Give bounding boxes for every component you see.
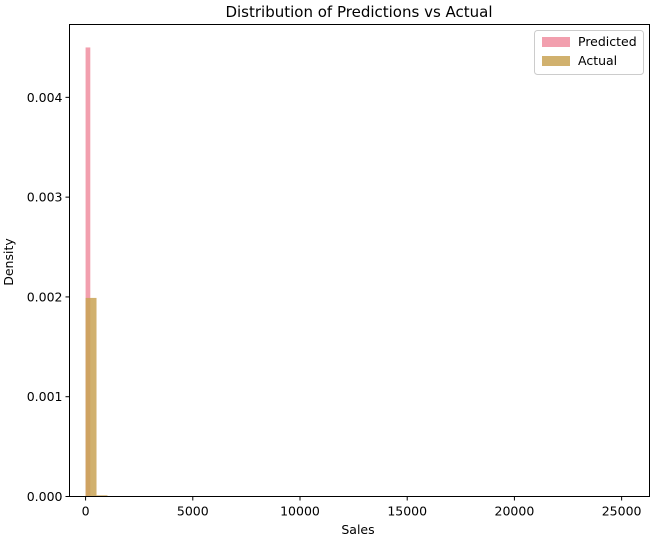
bars-layer bbox=[85, 47, 108, 497]
x-tick-label: 5000 bbox=[177, 504, 209, 519]
x-tick-label: 15000 bbox=[387, 504, 427, 519]
x-tick-label: 10000 bbox=[280, 504, 320, 519]
y-axis-title: Density bbox=[1, 238, 16, 286]
x-tick-label: 0 bbox=[82, 504, 90, 519]
bar-actual-0 bbox=[85, 297, 97, 497]
bar-actual-1 bbox=[96, 495, 108, 497]
y-axis-ticks: 0.000 0.001 0.002 0.003 0.004 bbox=[27, 90, 70, 504]
legend-label-predicted: Predicted bbox=[578, 34, 637, 49]
y-tick-label: 0.004 bbox=[27, 90, 63, 105]
y-tick-label: 0.001 bbox=[27, 389, 63, 404]
legend-label-actual: Actual bbox=[578, 53, 617, 68]
legend-swatch-predicted bbox=[542, 37, 570, 47]
x-tick-label: 25000 bbox=[602, 504, 642, 519]
plot-frame bbox=[69, 24, 650, 497]
x-tick-label: 20000 bbox=[495, 504, 535, 519]
x-axis-ticks: 0 5000 10000 15000 20000 25000 bbox=[82, 496, 642, 519]
y-tick-label: 0.000 bbox=[27, 489, 63, 504]
y-tick-label: 0.003 bbox=[27, 190, 63, 205]
legend: Predicted Actual bbox=[534, 30, 644, 75]
y-tick-label: 0.002 bbox=[27, 289, 63, 304]
legend-swatch-actual bbox=[542, 56, 570, 66]
x-axis-title: Sales bbox=[341, 522, 374, 537]
bar-predicted-0 bbox=[85, 47, 91, 497]
chart-title: Distribution of Predictions vs Actual bbox=[225, 3, 492, 21]
